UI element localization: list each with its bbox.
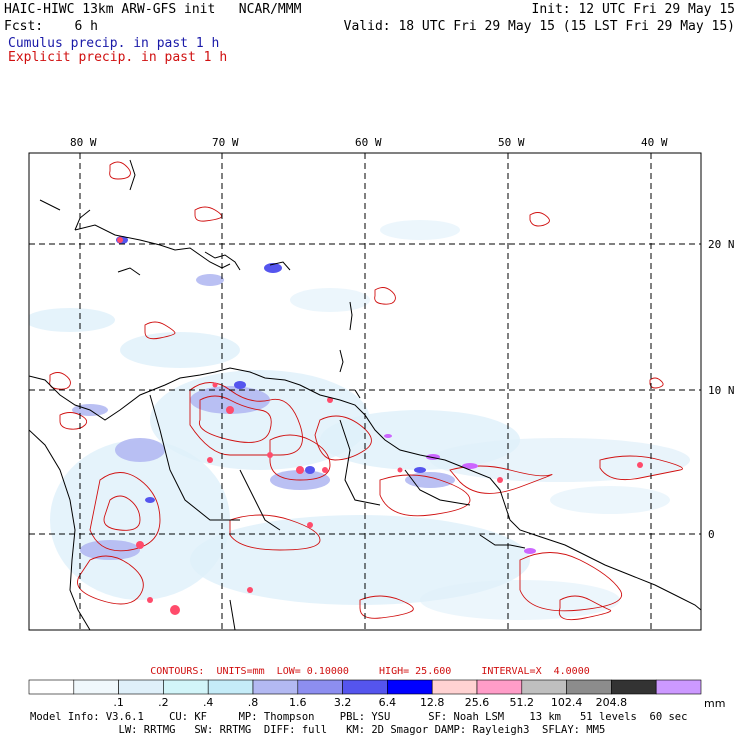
lon-label: 70 W [212,136,239,149]
lon-label: 40 W [641,136,668,149]
coastlines [29,159,701,630]
colorbar-tick-label: 12.8 [420,696,445,709]
lon-label: 80 W [70,136,97,149]
colorbar-tick-label: .4 [203,696,214,709]
cumulus-precip-moderate [72,274,455,560]
colorbar-unit: mm [704,697,725,710]
colorbar-swatch [476,679,523,695]
colorbar-swatch [118,679,164,695]
colorbar-swatch [342,679,388,695]
map-title: HAIC-HIWC 13km ARW-GFS init NCAR/MMM [4,2,302,17]
colorbar-swatch [207,679,254,695]
colorbar-swatch [655,679,702,695]
colorbar-swatch [297,679,343,695]
colorbar-tick-label: 102.4 [551,696,583,709]
map-frame [28,152,702,631]
colorbar-swatch [252,679,299,695]
lat-label: 0 [708,528,715,541]
colorbar-tick-label: .1 [113,696,124,709]
cumulus-legend: Cumulus precip. in past 1 h [8,36,220,51]
colorbar-swatch [431,679,478,695]
colorbar-swatch [521,679,567,695]
lon-label: 50 W [498,136,525,149]
colorbar-swatch [163,679,209,695]
colorbar-tick-label: 1.6 [289,696,307,709]
colorbar-swatch [73,679,119,695]
colorbar-swatch [387,679,433,695]
lat-label: 20 N [708,238,735,251]
colorbar-swatch [611,679,657,695]
colorbar-tick-label: 3.2 [334,696,352,709]
forecast-hour: Fcst: 6 h [4,19,98,34]
colorbar-swatch [28,679,75,695]
contour-info: CONTOURS: UNITS=mm LOW= 0.10000 HIGH= 25… [150,666,590,677]
colorbar-tick-label: 25.6 [465,696,490,709]
explicit-precip-contours [49,161,683,621]
colorbar-swatch [566,679,612,695]
explicit-legend: Explicit precip. in past 1 h [8,50,228,65]
colorbar-tick-label: 204.8 [596,696,628,709]
colorbar-tick-label: .8 [248,696,259,709]
extreme-precip-cells [384,434,536,554]
colorbar [28,679,702,695]
graticule [29,153,701,630]
colorbar-tick-label: 51.2 [510,696,535,709]
explicit-precip-cores [117,237,643,615]
lon-label: 60 W [355,136,382,149]
colorbar-tick-label: 6.4 [379,696,397,709]
model-info-line2: LW: RRTMG SW: RRTMG DIFF: full KM: 2D Sm… [30,724,606,736]
init-time: Init: 12 UTC Fri 29 May 15 [531,2,736,17]
lat-label: 10 N [708,384,735,397]
valid-time: Valid: 18 UTC Fri 29 May 15 (15 LST Fri … [343,19,735,34]
colorbar-tick-label: .2 [158,696,169,709]
model-info-line1: Model Info: V3.6.1 CU: KF MP: Thompson P… [30,711,688,723]
